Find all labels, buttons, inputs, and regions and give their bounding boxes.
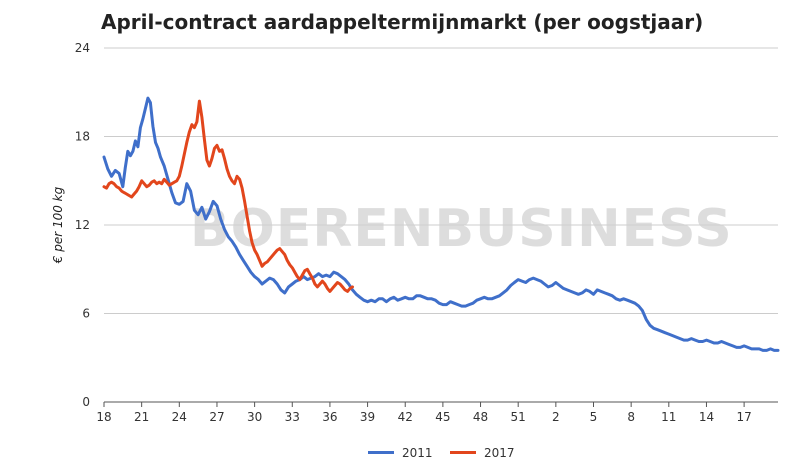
- grid-layer: [104, 47, 778, 314]
- x-tick-label: 17: [736, 410, 751, 424]
- legend-swatch-2011: [368, 451, 394, 454]
- y-tick-label: 0: [82, 395, 90, 409]
- x-tick-label: 18: [96, 410, 111, 424]
- x-tick-label: 48: [473, 410, 488, 424]
- x-tick-label: 45: [435, 410, 450, 424]
- x-tick-label: 51: [511, 410, 526, 424]
- series-line-2011: [102, 96, 780, 352]
- series-line-2017: [102, 99, 354, 293]
- y-axis-label: € per 100 kg: [51, 186, 65, 264]
- x-tick-label: 39: [360, 410, 375, 424]
- series-layer: [102, 96, 780, 352]
- x-tick-label: 42: [398, 410, 413, 424]
- x-tick-label: 11: [661, 410, 676, 424]
- x-tick-label: 21: [134, 410, 149, 424]
- y-tick-label: 24: [75, 41, 90, 55]
- x-tick-label: 24: [172, 410, 187, 424]
- x-tick-label: 8: [627, 410, 635, 424]
- y-tick-label: 18: [75, 130, 90, 144]
- x-tick-label: 2: [552, 410, 560, 424]
- axis-layer: 0 6 12 18 24 18 21 24 27 30 33 36 39 42 45 48 51 2 5 8 11 14 1…: [75, 41, 778, 424]
- y-tick-label: 12: [75, 218, 90, 232]
- watermark-logo: BOERENBUSINESS: [190, 199, 733, 259]
- legend-label-2011: 2011: [402, 446, 433, 460]
- chart-title: April-contract aardappeltermijnmarkt (pe…: [101, 10, 704, 34]
- x-tick-label: 14: [699, 410, 714, 424]
- x-tick-label: 27: [209, 410, 224, 424]
- legend-label-2017: 2017: [484, 446, 515, 460]
- x-tick-label: 36: [322, 410, 337, 424]
- x-tick-label: 5: [590, 410, 598, 424]
- legend-swatch-2017: [450, 451, 476, 454]
- y-tick-label: 6: [82, 307, 90, 321]
- x-tick-label: 33: [285, 410, 300, 424]
- x-tick-label: 30: [247, 410, 262, 424]
- legend: 2011 2017: [368, 446, 515, 460]
